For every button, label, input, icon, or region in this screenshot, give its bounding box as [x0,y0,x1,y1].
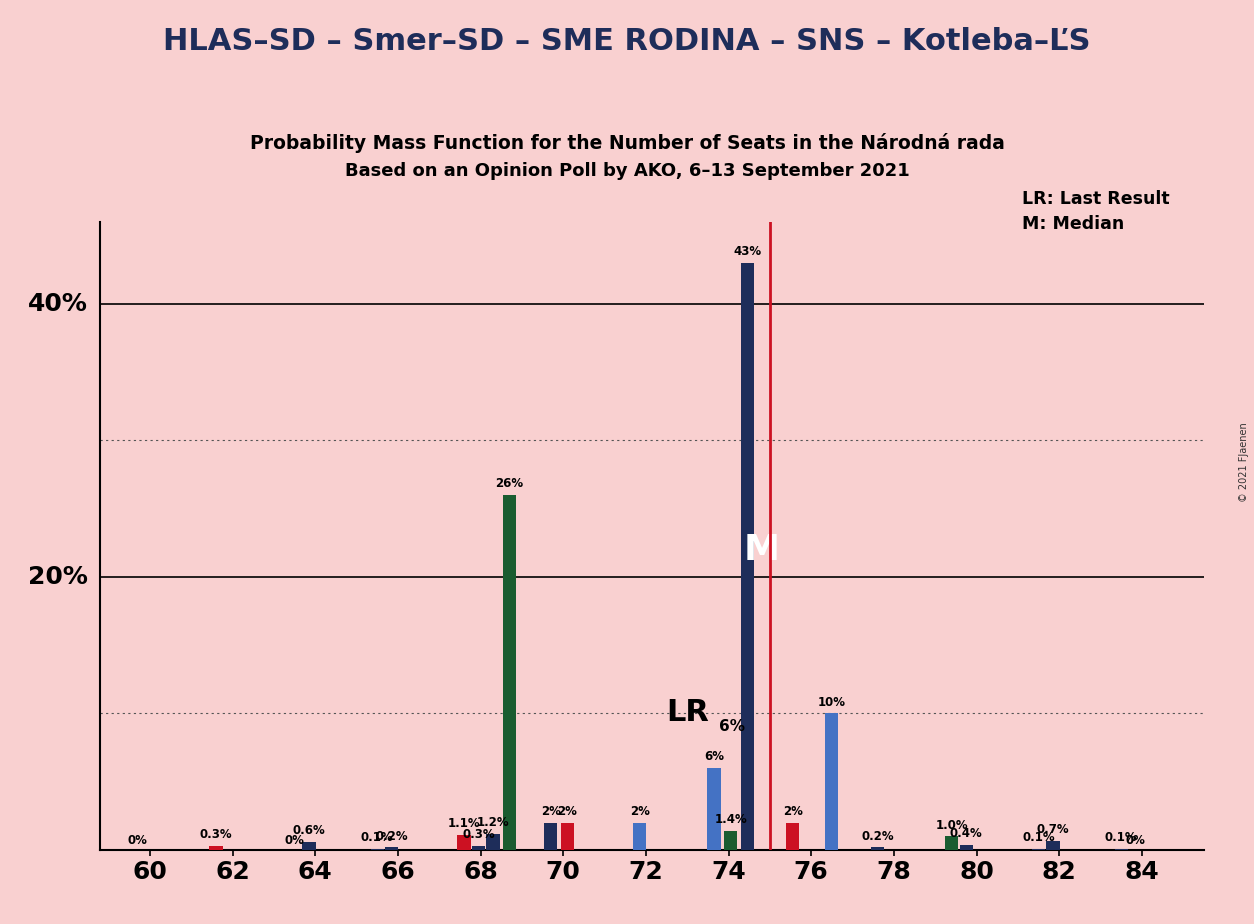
Bar [1046,841,1060,850]
Text: 0%: 0% [285,834,305,847]
Text: 0%: 0% [1126,834,1146,847]
Text: 0.4%: 0.4% [949,827,983,840]
Bar [472,846,485,850]
Bar [503,495,517,850]
Text: 43%: 43% [734,245,761,258]
Text: 0.3%: 0.3% [463,828,495,841]
Bar [741,262,754,850]
Text: Probability Mass Function for the Number of Seats in the Národná rada: Probability Mass Function for the Number… [250,133,1004,153]
Text: LR: Last Result: LR: Last Result [1022,189,1170,208]
Bar [209,846,223,850]
Bar [633,822,646,850]
Text: 1.0%: 1.0% [935,819,968,832]
Text: M: M [744,532,780,566]
Bar [561,822,574,850]
Text: 1.2%: 1.2% [477,816,509,829]
Text: 6%: 6% [720,719,745,734]
Bar [959,845,973,850]
Bar [707,768,721,850]
Text: M: Median: M: Median [1022,214,1125,233]
Text: 1.1%: 1.1% [448,817,480,831]
Bar [1032,849,1045,850]
Bar [825,713,839,850]
Bar [786,822,799,850]
Bar [946,836,958,850]
Text: 0.2%: 0.2% [861,830,894,843]
Text: 1.4%: 1.4% [715,813,747,826]
Text: 10%: 10% [818,696,846,709]
Bar [371,849,384,850]
Bar [724,831,737,850]
Text: 0.6%: 0.6% [292,824,326,837]
Bar [544,822,558,850]
Bar [302,842,316,850]
Text: 2%: 2% [540,805,561,818]
Text: 0.2%: 0.2% [375,830,408,843]
Text: 0.1%: 0.1% [1105,831,1137,844]
Text: 0%: 0% [128,834,148,847]
Text: 0.1%: 0.1% [1022,831,1055,844]
Bar [458,835,470,850]
Text: 6%: 6% [703,750,724,763]
Bar [1115,849,1127,850]
Text: 2%: 2% [630,805,650,818]
Bar [487,833,499,850]
Text: 20%: 20% [28,565,88,589]
Bar [385,847,399,850]
Text: © 2021 FJaenen: © 2021 FJaenen [1239,422,1249,502]
Text: 0.1%: 0.1% [361,831,394,844]
Text: Based on an Opinion Poll by AKO, 6–13 September 2021: Based on an Opinion Poll by AKO, 6–13 Se… [345,162,909,180]
Text: 0.7%: 0.7% [1037,822,1070,835]
Text: 2%: 2% [558,805,577,818]
Text: 26%: 26% [495,477,524,490]
Text: LR: LR [666,699,709,727]
Text: 0.3%: 0.3% [199,828,232,841]
Bar [870,847,884,850]
Text: 2%: 2% [782,805,803,818]
Text: 40%: 40% [28,292,88,316]
Text: HLAS–SD – Smer–SD – SME RODINA – SNS – Kotleba–ĽS: HLAS–SD – Smer–SD – SME RODINA – SNS – K… [163,27,1091,56]
